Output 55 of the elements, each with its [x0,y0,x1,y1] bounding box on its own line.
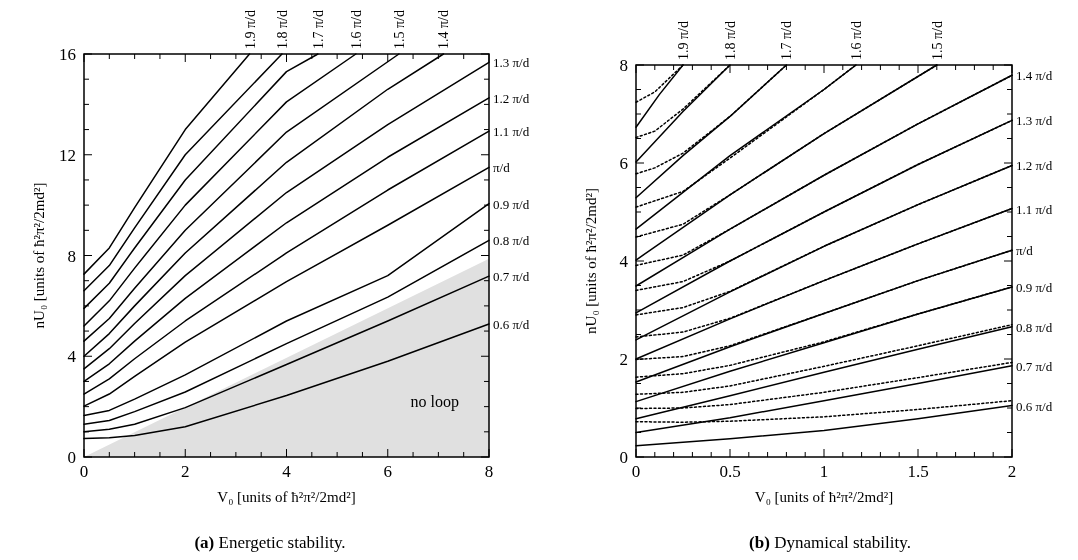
legend-label: 0.7 π/d [493,269,530,285]
y-tick-label: 8 [67,246,76,266]
y-tick-label: 0 [619,448,628,467]
y-tick-label: 2 [619,350,628,369]
y-axis-title: nU₀ [units of ħ²π²/2md²] [31,182,47,329]
text: 1.7 π/d [779,21,795,60]
legend-label: 1.1 π/d [1016,201,1053,217]
series-label: π/d [493,160,511,176]
text: 1.8 π/d [723,21,738,60]
text: 1.5 π/d [391,10,407,49]
y-tick-label: 8 [619,56,628,75]
x-tick-label: 1 [819,462,829,481]
x-tick-label: 2 [181,462,190,481]
legend-label: 0.6 π/d [493,317,530,333]
text: 1.7 π/d [310,10,326,49]
y-tick-label: 16 [59,45,76,64]
text: 1.4 π/d [436,10,452,49]
legend-label: 1.3 π/d [493,55,530,71]
legend-label: 0.8 π/d [1016,319,1053,335]
y-axis-title: nU₀ [units of ħ²π²/2md²] [583,188,599,334]
text: (a) Energetic stability. [194,533,346,552]
legend-label: 1.3 π/d [1016,113,1053,129]
legend-label: 0.7 π/d [1016,358,1053,374]
legend-label: 1.1 π/d [493,124,530,140]
x-tick-label: 8 [484,462,494,481]
x-tick-label: 4 [282,462,292,481]
y-tick-label: 0 [67,448,76,467]
text: 1.5 π/d [929,21,945,60]
legend-label: 1.2 π/d [1016,158,1053,174]
x-axis-title: V₀ [units of ħ²π²/2md²] [217,489,356,505]
text: 1.9 π/d [676,21,691,60]
legend-label: 0.6 π/d [1016,398,1053,414]
annotation: no loop [410,393,459,411]
text: 1.9 π/d [242,10,258,49]
x-tick-label: 0 [79,462,89,481]
x-tick-label: 2 [1007,462,1017,481]
x-tick-label: 0 [631,462,641,481]
y-tick-label: 12 [59,145,76,165]
legend-label: 0.9 π/d [1016,279,1053,295]
legend-label: 1.2 π/d [493,90,530,106]
legend-label: 1.4 π/d [1016,68,1053,84]
x-axis-title: V₀ [units of ħ²π²/2md²] [754,489,894,505]
text: 1.8 π/d [274,10,290,49]
text: 1.6 π/d [848,21,864,60]
y-tick-label: 6 [619,154,628,173]
legend-label: 0.9 π/d [493,196,530,212]
series-label: π/d [1016,243,1034,259]
text: (b) Dynamical stability. [749,533,911,552]
series-label: 0.8 π/d [493,233,530,249]
x-tick-label: 1.5 [907,462,929,481]
y-tick-label: 4 [619,252,629,271]
y-tick-label: 4 [67,347,77,367]
text: 1.6 π/d [348,10,364,49]
x-tick-label: 0.5 [719,462,741,481]
x-tick-label: 6 [383,462,392,481]
